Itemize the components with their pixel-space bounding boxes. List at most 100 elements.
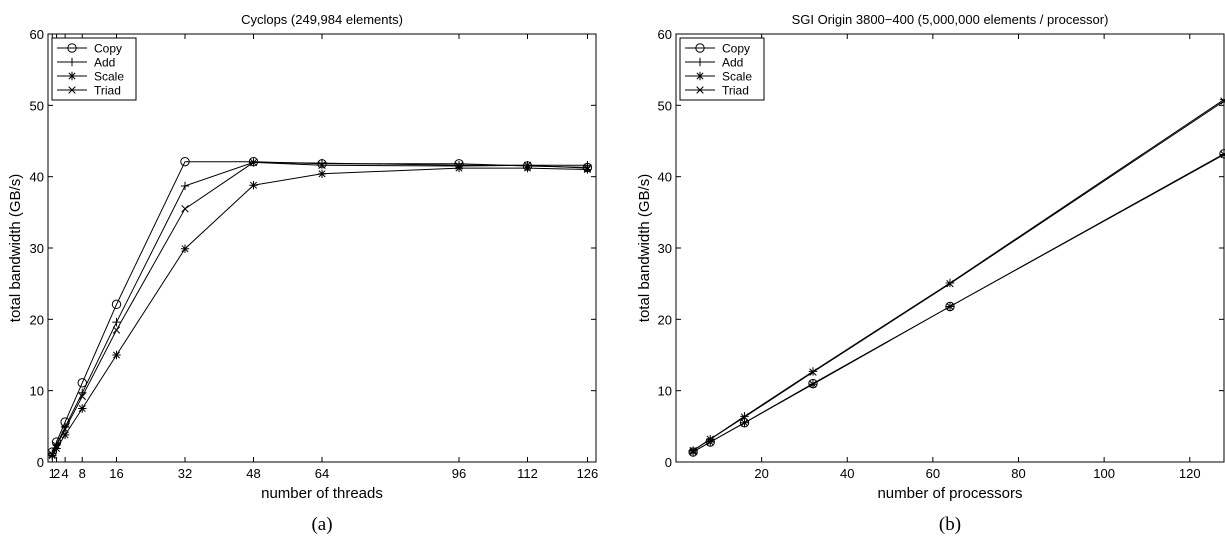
data-point-triad	[249, 158, 258, 167]
legend-marker-scale	[695, 71, 705, 81]
data-point-copy	[77, 378, 87, 388]
data-point-triad	[523, 161, 532, 169]
data-point-triad	[689, 446, 697, 455]
data-point-scale	[583, 165, 592, 174]
data-point-scale	[52, 444, 61, 453]
series-line-copy	[51, 161, 588, 453]
data-point-scale	[60, 430, 70, 440]
data-point-scale	[945, 302, 955, 311]
data-point-triad	[740, 413, 749, 421]
data-point-triad	[78, 392, 86, 401]
y-tick-label: 50	[30, 98, 44, 113]
x-tick-label: 64	[315, 466, 329, 481]
data-point-scale	[48, 451, 57, 460]
x-tick-label: 4	[62, 466, 69, 481]
y-tick-label: 0	[665, 455, 672, 470]
data-point-add	[808, 367, 818, 376]
data-point-add	[1219, 95, 1225, 104]
x-tick-label: 2	[53, 466, 60, 481]
data-point-triad	[52, 441, 61, 450]
data-point-triad	[181, 205, 189, 213]
legend-label-triad: Triad	[94, 84, 121, 98]
data-point-scale	[454, 163, 464, 173]
x-tick-label: 8	[79, 466, 86, 481]
legend-label-scale: Scale	[94, 70, 124, 84]
x-tick-label: 126	[577, 466, 599, 481]
data-point-copy	[111, 299, 122, 310]
chart-title: Cyclops (249,984 elements)	[241, 12, 403, 27]
y-tick-label: 10	[30, 384, 44, 399]
legend-marker-add	[695, 57, 705, 67]
legend-label-copy: Copy	[94, 42, 122, 56]
series-line-triad	[692, 100, 1225, 452]
data-point-triad	[706, 435, 714, 443]
data-point-scale	[78, 404, 87, 413]
data-point-triad	[318, 161, 326, 169]
data-point-triad	[1220, 97, 1225, 105]
y-axis-label: total bandwidth (GB/s)	[7, 174, 24, 322]
data-point-triad	[48, 450, 56, 458]
data-point-scale	[317, 169, 327, 179]
legend-label-triad: Triad	[722, 84, 749, 98]
series-line-scale	[692, 154, 1225, 453]
x-tick-label: 112	[517, 466, 538, 481]
data-point-copy	[180, 156, 190, 167]
x-tick-label: 100	[1093, 466, 1115, 481]
x-tick-label: 32	[178, 466, 192, 481]
legend-label-add: Add	[722, 56, 743, 70]
y-tick-label: 30	[30, 241, 44, 256]
y-tick-label: 0	[37, 455, 44, 470]
data-point-triad	[809, 368, 817, 376]
data-point-scale	[808, 380, 818, 389]
y-tick-label: 50	[658, 98, 672, 113]
y-tick-label: 40	[658, 170, 672, 185]
data-point-scale	[180, 244, 190, 253]
series-triad	[689, 97, 1225, 455]
y-tick-label: 60	[30, 27, 44, 42]
plot-area	[47, 33, 597, 463]
x-axis-label: number of threads	[261, 485, 383, 502]
figure-caption: (a)	[311, 514, 332, 535]
y-axis-label: total bandwidth (GB/s)	[636, 174, 653, 322]
legend-marker-copy	[695, 43, 705, 53]
y-tick-label: 30	[658, 241, 672, 256]
figure-caption: (b)	[939, 514, 961, 535]
legend-marker-add	[67, 57, 77, 67]
data-point-triad	[61, 425, 69, 433]
x-tick-label: 40	[840, 466, 854, 481]
data-point-scale	[688, 447, 698, 457]
y-tick-label: 40	[30, 170, 44, 185]
data-point-triad	[455, 162, 463, 170]
data-point-scale	[523, 163, 532, 173]
y-tick-label: 20	[30, 312, 44, 327]
x-tick-label: 120	[1179, 466, 1201, 481]
x-tick-label: 16	[109, 466, 123, 481]
data-point-add	[112, 317, 121, 327]
data-point-scale	[706, 437, 715, 447]
data-point-add	[945, 278, 955, 288]
legend-marker-scale	[67, 71, 77, 81]
legend-marker-triad	[68, 86, 76, 94]
chart-title: SGI Origin 3800−400 (5,000,000 elements …	[792, 12, 1109, 27]
data-point-triad	[112, 326, 121, 334]
legend-marker-triad	[696, 86, 704, 94]
y-tick-label: 10	[658, 384, 672, 399]
series-triad	[48, 158, 592, 458]
x-tick-label: 60	[926, 466, 940, 481]
plot-area	[675, 33, 1225, 463]
y-tick-label: 20	[658, 312, 672, 327]
x-tick-label: 48	[246, 466, 260, 481]
data-point-add	[180, 181, 190, 191]
data-point-triad	[583, 164, 592, 172]
series-scale	[48, 163, 592, 460]
x-axis-label: number of processors	[877, 485, 1022, 502]
x-tick-label: 96	[452, 466, 466, 481]
x-tick-label: 1	[49, 466, 56, 481]
legend-label-copy: Copy	[722, 42, 750, 56]
x-tick-label: 20	[754, 466, 768, 481]
y-tick-label: 60	[658, 27, 672, 42]
chart-sgi-origin: 0 10 20 30 40 50 60 20 40 60 80 100 120 SGI Origin 38…	[636, 12, 1225, 535]
